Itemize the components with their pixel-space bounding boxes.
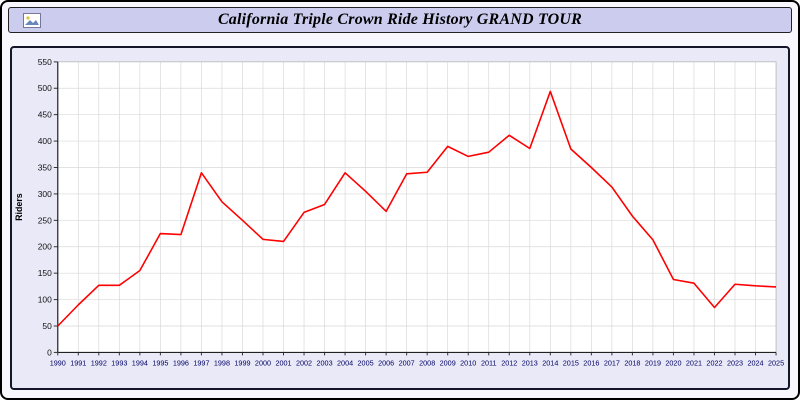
x-tick-label: 2000 xyxy=(255,358,271,367)
y-tick-label: 150 xyxy=(38,268,52,278)
x-tick-label: 2023 xyxy=(727,358,743,367)
x-tick-label: 1995 xyxy=(152,358,168,367)
x-tick-label: 1996 xyxy=(173,358,189,367)
x-tick-label: 2012 xyxy=(501,358,517,367)
x-tick-label: 2003 xyxy=(317,358,333,367)
x-tick-label: 1990 xyxy=(50,358,66,367)
x-tick-label: 2024 xyxy=(747,358,763,367)
y-tick-label: 200 xyxy=(38,242,52,252)
x-tick-label: 2017 xyxy=(604,358,620,367)
x-tick-label: 2010 xyxy=(460,358,476,367)
x-tick-label: 2022 xyxy=(706,358,722,367)
x-tick-label: 2016 xyxy=(583,358,599,367)
page-title: California Triple Crown Ride History GRA… xyxy=(217,11,583,28)
x-tick-label: 2014 xyxy=(542,358,558,367)
y-tick-label: 550 xyxy=(38,57,52,67)
y-tick-label: 450 xyxy=(38,110,52,120)
line-chart: 0 50 100 150 200 250 300 350 400 450 500 550 1990 199… xyxy=(14,57,784,367)
x-tick-label: 2001 xyxy=(275,358,291,367)
x-tick-label: 2013 xyxy=(522,358,538,367)
x-tick-label: 2011 xyxy=(481,358,497,367)
y-tick-label: 250 xyxy=(38,215,52,225)
x-tick-label: 1999 xyxy=(234,358,250,367)
x-tick-label: 2008 xyxy=(419,358,435,367)
y-tick-label: 350 xyxy=(38,162,52,172)
title-bar: California Triple Crown Ride History GRA… xyxy=(8,7,792,33)
riders-series-line xyxy=(57,90,777,327)
x-tick-label: 1997 xyxy=(193,358,209,367)
x-tick-label: 2006 xyxy=(378,358,394,367)
chart-panel: 0 50 100 150 200 250 300 350 400 450 500 550 1990 199… xyxy=(10,46,790,390)
x-tick-label: 1994 xyxy=(132,358,148,367)
y-tick-label: 300 xyxy=(38,189,52,199)
x-tick-label: 1993 xyxy=(111,358,127,367)
x-tick-label: 2019 xyxy=(645,358,661,367)
plot-area xyxy=(57,61,777,353)
y-tick-label: 400 xyxy=(38,136,52,146)
x-tick-label: 2021 xyxy=(686,358,702,367)
y-tick-label: 0 xyxy=(47,347,52,357)
x-tick-label: 2004 xyxy=(337,358,353,367)
x-tick-label: 2018 xyxy=(624,358,640,367)
x-tick-label: 2005 xyxy=(358,358,374,367)
x-tick-label: 2025 xyxy=(768,358,784,367)
x-tick-label: 1991 xyxy=(70,358,86,367)
x-tick-label: 2020 xyxy=(665,358,681,367)
x-tick-label: 1992 xyxy=(91,358,107,367)
x-tick-label: 2007 xyxy=(399,358,415,367)
x-tick-label: 2015 xyxy=(563,358,579,367)
image-icon xyxy=(23,13,41,28)
y-axis-title: Riders xyxy=(14,193,24,221)
y-tick-label: 500 xyxy=(38,83,52,93)
x-tick-label: 2009 xyxy=(440,358,456,367)
y-tick-label: 50 xyxy=(42,321,52,331)
y-tick-label: 100 xyxy=(38,295,52,305)
x-tick-label: 2002 xyxy=(296,358,312,367)
x-tick-label: 1998 xyxy=(214,358,230,367)
